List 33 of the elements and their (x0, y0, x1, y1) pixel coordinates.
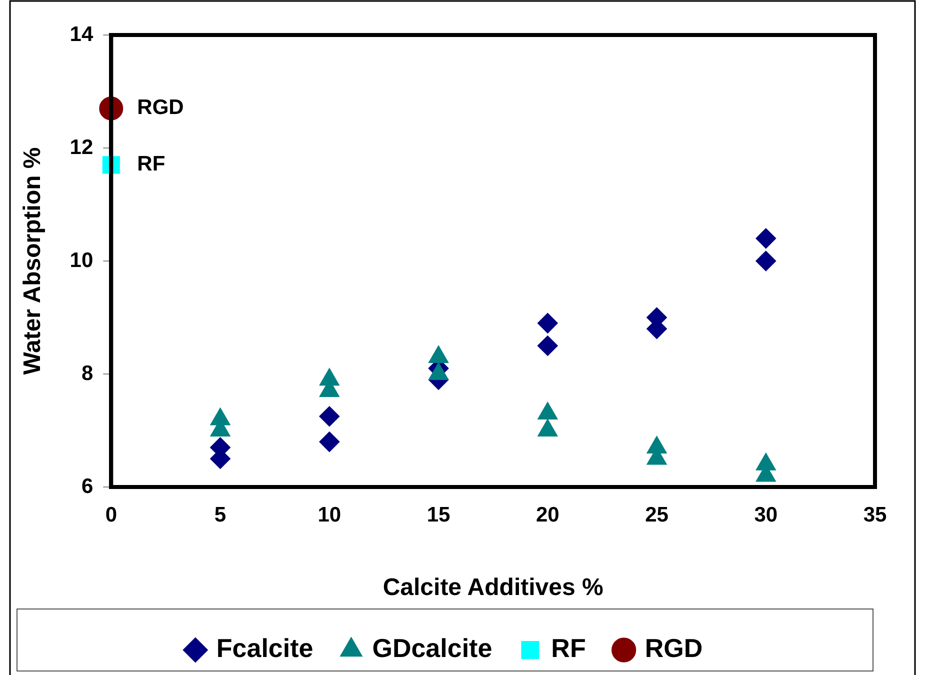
point (210, 408, 230, 426)
legend-label: Fcalcite (216, 633, 314, 664)
point (538, 402, 558, 420)
x-tick-label: 15 (426, 503, 451, 526)
point (647, 436, 666, 454)
x-tick-label: 5 (214, 503, 226, 526)
x-tick-label: 20 (536, 503, 560, 526)
y-axis-title: Water Absorption % (19, 147, 46, 375)
point (428, 346, 448, 364)
point (756, 251, 776, 271)
y-tick-label: 14 (70, 22, 94, 46)
y-tick-label: 6 (81, 474, 94, 498)
x-tick-label: 25 (645, 503, 669, 526)
text: RGD (137, 96, 184, 120)
point (538, 313, 558, 334)
y-tick-label: 10 (70, 248, 94, 272)
point (756, 453, 776, 470)
y-tick-label: 12 (70, 136, 94, 159)
legend-label: RGD (644, 633, 703, 664)
text: RF (137, 152, 166, 176)
legend-label: GDcalcite (372, 633, 492, 664)
x-tick-label: 30 (754, 503, 778, 526)
point (320, 368, 340, 386)
x-tick-label: 10 (318, 503, 342, 526)
x-axis-title: Calcite Additives % (382, 574, 604, 602)
y-tick-label: 8 (81, 362, 94, 385)
legend-label: RF (551, 633, 586, 664)
x-tick-label: 35 (863, 503, 887, 526)
point (538, 420, 558, 436)
point (428, 363, 448, 380)
point (756, 228, 776, 248)
point (538, 336, 558, 356)
x-tick-label: 0 (105, 503, 117, 526)
